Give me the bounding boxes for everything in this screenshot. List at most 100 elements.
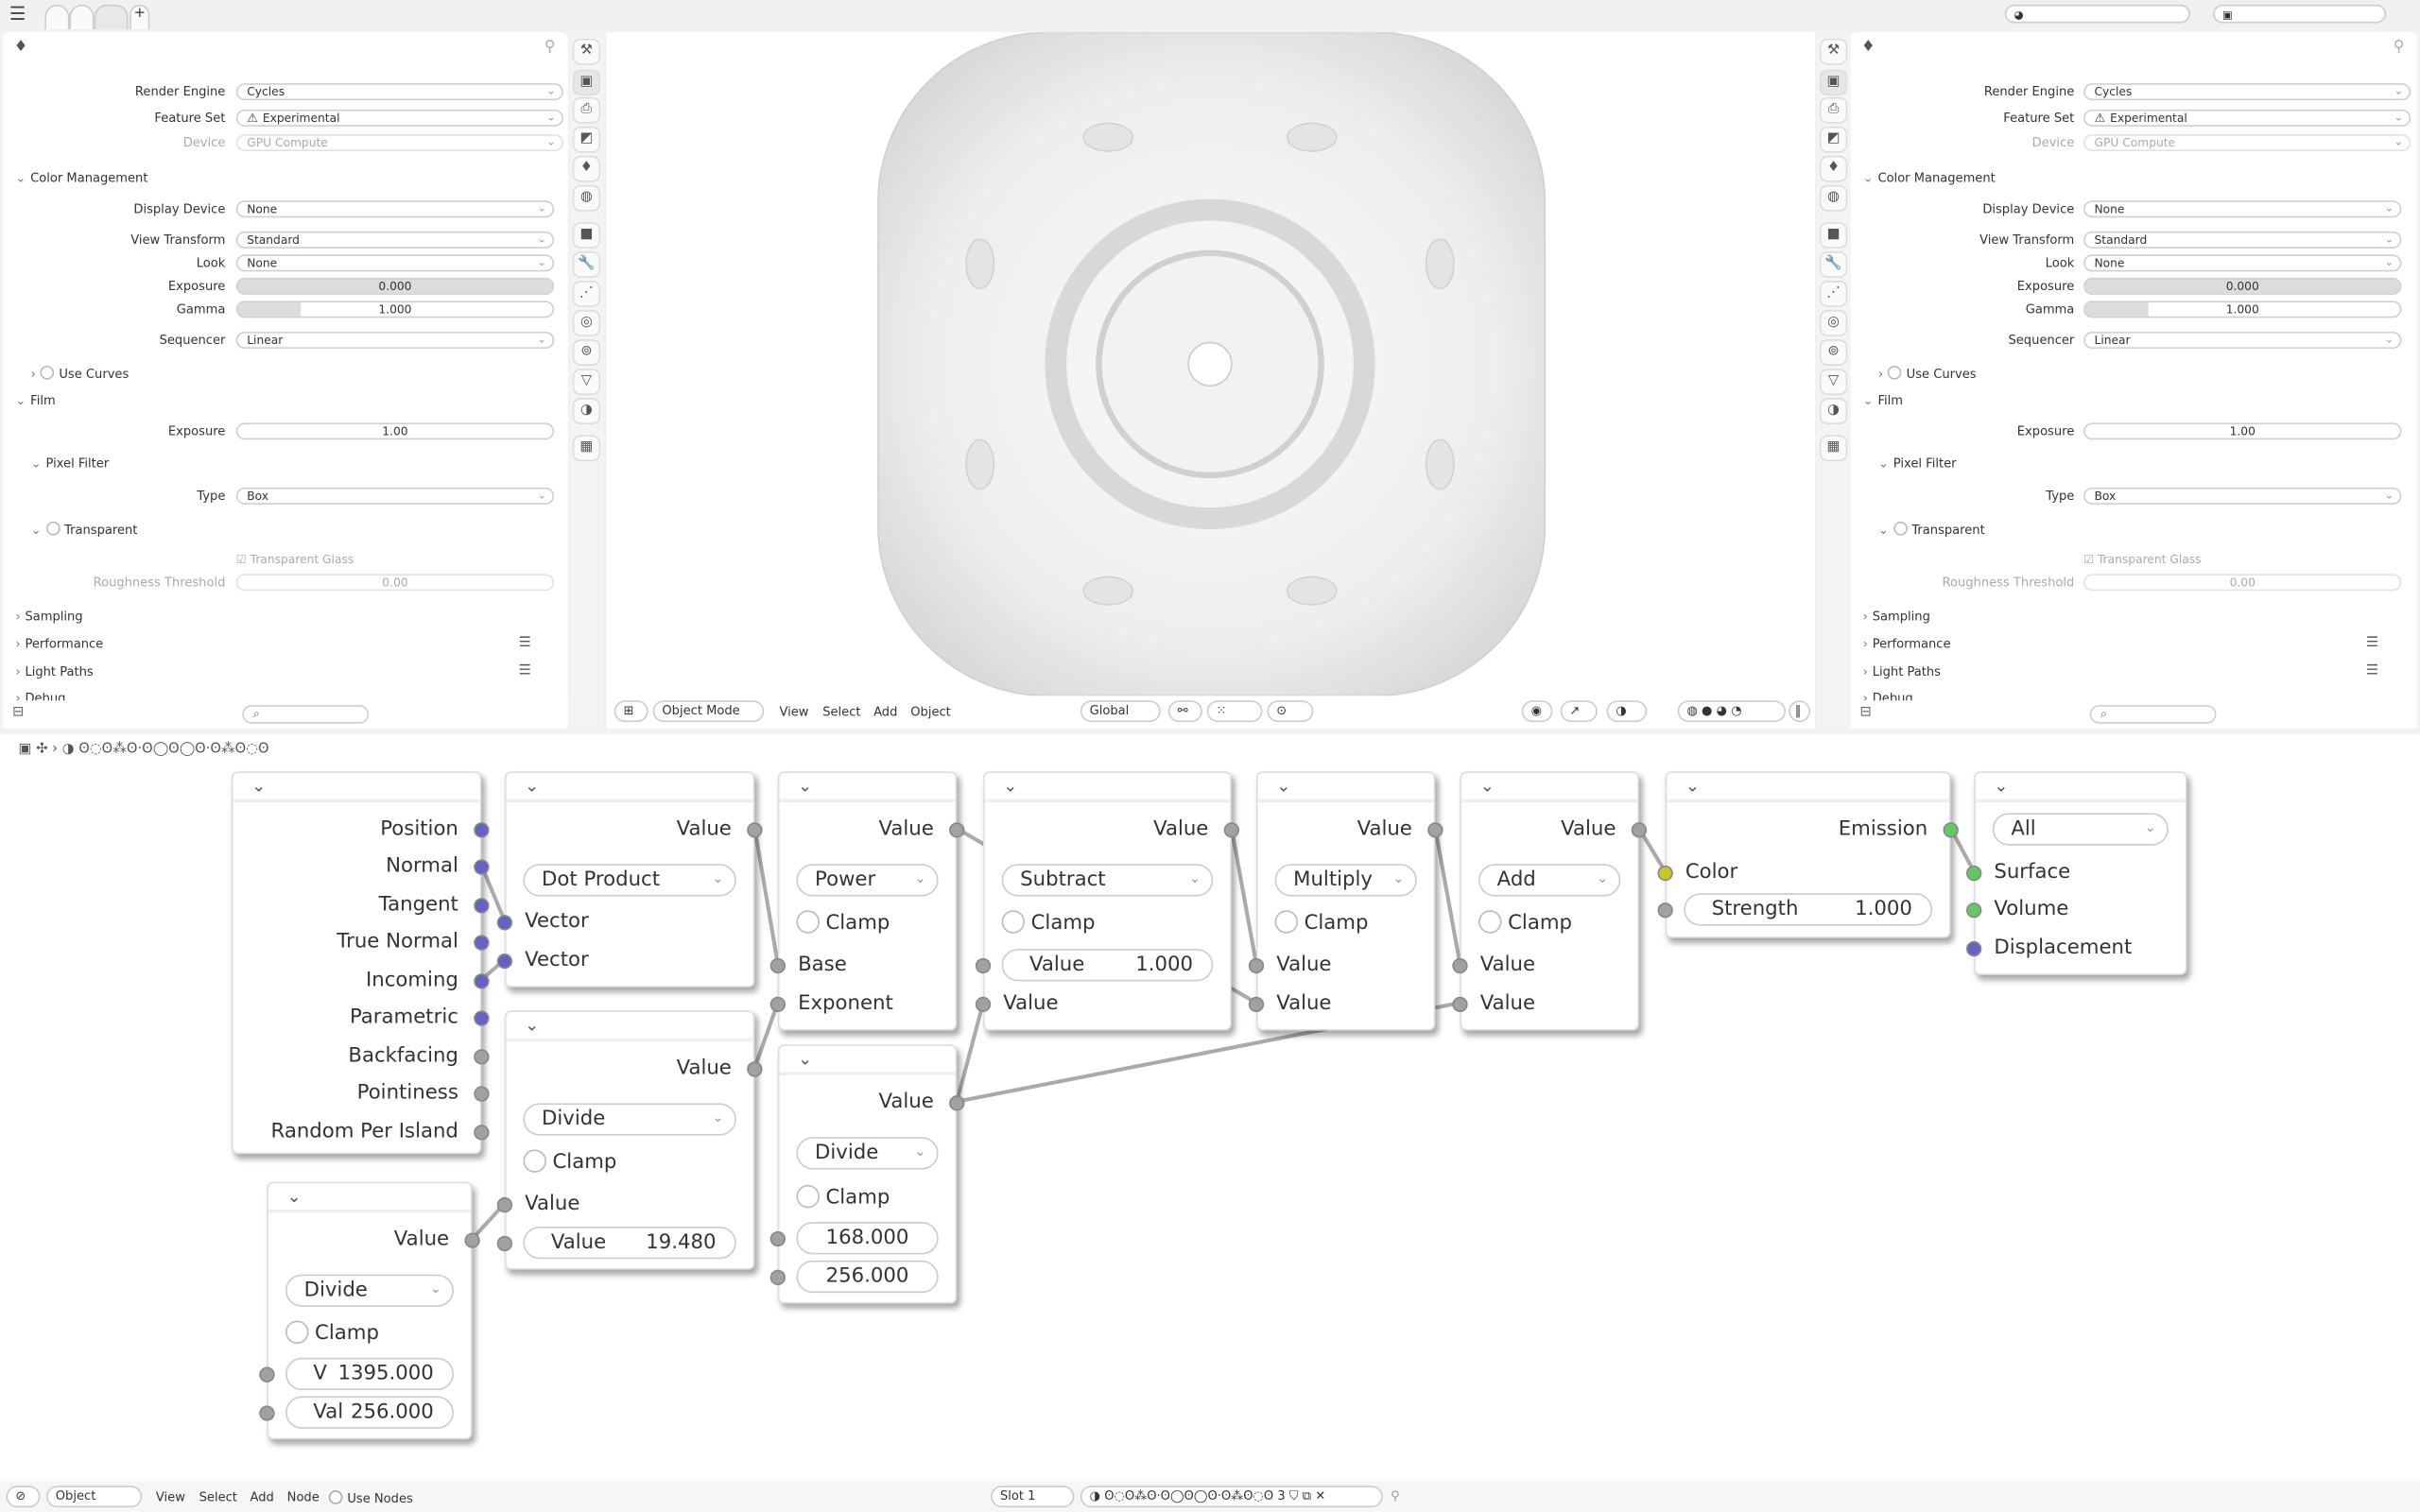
snap-toggle[interactable]: ⁙	[1206, 700, 1263, 723]
input-socket[interactable]	[496, 1235, 513, 1252]
physics-icon[interactable]: ◎	[572, 310, 601, 336]
collapse-chevron-icon[interactable]: ⌄	[1479, 776, 1495, 797]
output-socket[interactable]	[1943, 822, 1959, 838]
node-output[interactable]: ⌄ All ⌄ Surface Volume Displacement	[1965, 771, 2187, 975]
panel-enable-checkbox[interactable]	[1893, 521, 1908, 536]
panel-header-transparent[interactable]: ⌄ Transparent	[1878, 521, 1985, 537]
output-socket[interactable]	[474, 859, 490, 875]
checkbox[interactable]	[1478, 910, 1502, 934]
input-socket[interactable]	[1452, 957, 1468, 974]
display-device-field[interactable]: None ⌄	[2083, 200, 2402, 218]
panel-header-film[interactable]: ⌄ Film	[15, 393, 55, 407]
panel-header-use-curves[interactable]: › Use Curves	[1878, 365, 1977, 381]
collapse-chevron-icon[interactable]: ⌄	[798, 1049, 813, 1070]
collapse-chevron-icon[interactable]: ⌄	[1994, 776, 2009, 797]
shading-mode-buttons[interactable]: ◍ ● ◕ ◔	[1677, 700, 1786, 723]
gamma-field[interactable]: 1.000	[2083, 301, 2402, 318]
operation-dropdown[interactable]: Divide ⌄	[285, 1274, 454, 1307]
input-socket[interactable]	[1248, 957, 1265, 974]
checkbox[interactable]	[796, 1184, 820, 1209]
operation-dropdown[interactable]: Divide ⌄	[523, 1103, 736, 1136]
collapse-chevron-icon[interactable]: ⌄	[525, 776, 540, 797]
operation-dropdown[interactable]: Dot Product ⌄	[523, 864, 736, 897]
collapse-chevron-icon[interactable]: ⌄	[798, 776, 813, 797]
shader-type-dropdown[interactable]: Object	[45, 1486, 143, 1508]
sequencer-field[interactable]: Linear ⌄	[235, 332, 555, 349]
checkbox[interactable]	[523, 1149, 546, 1173]
pin-icon[interactable]: ⚲	[2393, 38, 2405, 56]
node-link[interactable]	[752, 828, 780, 965]
value-field[interactable]: 256.000	[796, 1260, 939, 1294]
material-name[interactable]: ʘ◌ʘ⁂ʘ·ʘ◯ʘ◯ʘ·ʘ⁂ʘ◌ʘ	[78, 742, 269, 758]
data-icon[interactable]: ▽	[572, 369, 601, 395]
sequencer-field[interactable]: Linear ⌄	[2083, 332, 2402, 349]
output-socket[interactable]	[464, 1232, 480, 1248]
use-nodes-checkbox[interactable]: Use Nodes	[328, 1490, 413, 1505]
menu-view[interactable]: View	[155, 1490, 185, 1504]
node-emission[interactable]: ⌄ Emission Color Strength 1.000	[1657, 771, 1959, 938]
node-header[interactable]: ⌄	[1257, 773, 1434, 802]
editor-type-button[interactable]: ⊘	[6, 1486, 41, 1508]
menu-object[interactable]: Object	[910, 705, 951, 719]
proportional-editing-toggle[interactable]: ⊙	[1267, 700, 1314, 723]
type-field[interactable]: Box ⌄	[2083, 487, 2402, 505]
input-socket[interactable]	[496, 953, 513, 970]
output-socket[interactable]	[474, 973, 490, 989]
exposure-field[interactable]: 0.000	[2083, 277, 2402, 295]
node-header[interactable]: ⌄	[268, 1183, 471, 1213]
data-icon[interactable]: ▽	[1819, 369, 1848, 395]
duplicate-icon[interactable]: ⧉	[1302, 1488, 1312, 1503]
value-field[interactable]: V 1395.000	[285, 1357, 454, 1391]
scene-icon[interactable]: ♦	[572, 155, 601, 182]
input-socket[interactable]	[1657, 902, 1673, 919]
view-layer-icon[interactable]: ◩	[1819, 126, 1848, 153]
panel-header-transparent[interactable]: ⌄ Transparent	[31, 521, 137, 537]
render-engine-field[interactable]: Cycles ⌄	[2083, 83, 2411, 101]
render-engine-field[interactable]: Cycles ⌄	[235, 83, 563, 101]
menu-select[interactable]: Select	[822, 705, 861, 719]
texture-icon[interactable]: ▦	[1819, 435, 1848, 462]
node-header[interactable]: ⌄	[984, 773, 1231, 802]
panel-header-performance[interactable]: › Performance	[1863, 637, 1951, 651]
unlink-icon[interactable]: ✕	[1315, 1488, 1326, 1503]
fake-user-icon[interactable]: ⛉	[1288, 1488, 1299, 1503]
scene-selector[interactable]: ◕	[2004, 4, 2190, 24]
panel-header-sampling[interactable]: › Sampling	[15, 610, 82, 624]
node-header[interactable]: ⌄	[233, 773, 480, 802]
node-header[interactable]: ⌄	[779, 1046, 956, 1075]
output-socket[interactable]	[474, 935, 490, 951]
collapse-chevron-icon[interactable]: ⌄	[286, 1186, 302, 1207]
value-field[interactable]: 168.000	[796, 1222, 939, 1255]
node-link[interactable]	[1433, 828, 1462, 965]
render-icon[interactable]: ▣	[572, 69, 601, 96]
checkbox[interactable]	[285, 1320, 309, 1345]
workspace-tab[interactable]	[94, 4, 129, 30]
node-link[interactable]	[1229, 828, 1258, 965]
menu-view[interactable]: View	[779, 705, 809, 719]
tool-icon[interactable]: ⚒	[1819, 38, 1848, 65]
menu-select[interactable]: Select	[199, 1490, 237, 1504]
menu-add[interactable]: Add	[250, 1490, 274, 1504]
operation-dropdown[interactable]: Add ⌄	[1478, 864, 1621, 897]
input-socket[interactable]	[769, 1230, 786, 1247]
clamp-checkbox[interactable]: Clamp	[796, 910, 890, 936]
3d-viewport[interactable]: ⊞ Object Mode View Select Add Object Glo…	[606, 32, 1815, 729]
tool-icon[interactable]: ⚒	[572, 38, 601, 65]
input-socket[interactable]	[1965, 902, 1982, 919]
node-header[interactable]: ⌄	[1975, 773, 2186, 802]
input-socket[interactable]	[1965, 940, 1982, 957]
input-socket[interactable]	[975, 996, 992, 1013]
gamma-field[interactable]: 1.000	[235, 301, 555, 318]
input-socket[interactable]	[975, 957, 992, 974]
transform-orientation-dropdown[interactable]: Global	[1080, 700, 1161, 723]
value-field[interactable]: Strength 1.000	[1684, 893, 1933, 926]
material-icon[interactable]: ◑	[1819, 398, 1848, 424]
value-field[interactable]: Value 19.480	[523, 1226, 736, 1260]
output-socket[interactable]	[949, 1095, 965, 1111]
panel-enable-checkbox[interactable]	[45, 521, 60, 536]
collapse-chevron-icon[interactable]: ⌄	[251, 776, 267, 797]
output-socket[interactable]	[949, 822, 965, 838]
exposure-field[interactable]: 0.000	[235, 277, 555, 295]
input-socket[interactable]	[769, 996, 786, 1013]
texture-icon[interactable]: ▦	[572, 435, 601, 462]
